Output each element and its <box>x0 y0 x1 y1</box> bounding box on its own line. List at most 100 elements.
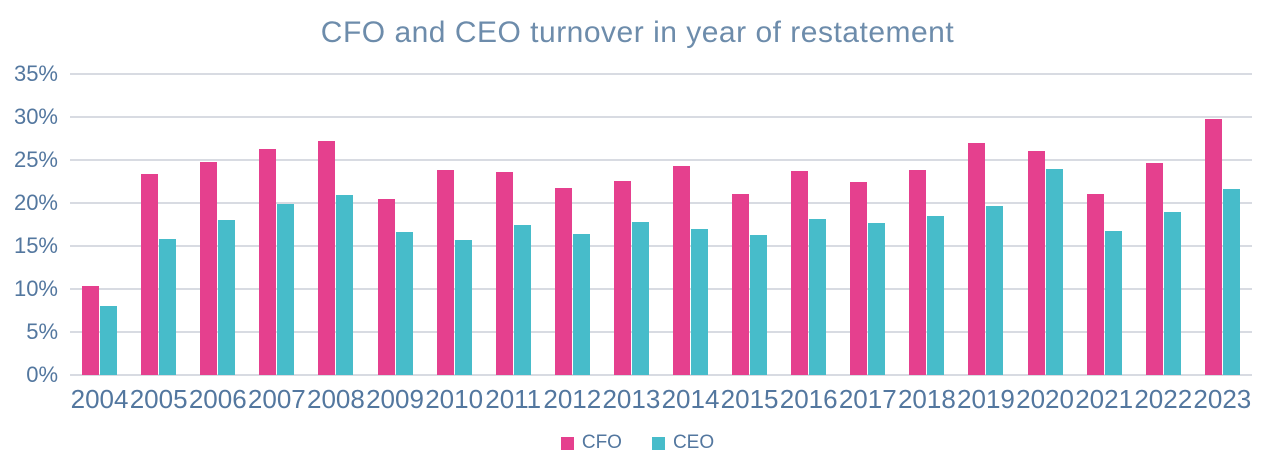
cfo-bar <box>732 194 750 375</box>
cfo-bar <box>82 285 100 375</box>
x-tick-label: 2018 <box>897 384 956 414</box>
gridline <box>70 374 1252 376</box>
cfo-bar <box>1204 118 1222 375</box>
x-tick-label: 2022 <box>1134 384 1193 414</box>
bar-group <box>188 74 247 375</box>
cfo-bar <box>672 166 690 375</box>
ceo-bar <box>159 239 177 375</box>
legend-label-cfo: CFO <box>581 432 622 453</box>
cfo-bar <box>909 170 927 375</box>
ceo-bar <box>927 215 945 375</box>
x-tick-label: 2005 <box>129 384 188 414</box>
x-tick-label: 2006 <box>188 384 247 414</box>
ceo-bar <box>1222 189 1240 375</box>
x-tick-label: 2020 <box>1016 384 1074 414</box>
x-axis: 2004 2005 2006 2007 2008 2009 2010 2011 2012 2013… <box>70 384 1252 415</box>
cfo-bar <box>318 141 336 375</box>
bar-group <box>956 74 1015 375</box>
x-tick-label: 2023 <box>1193 384 1252 414</box>
legend-label-ceo: CEO <box>672 432 715 453</box>
ceo-bar <box>1163 211 1181 375</box>
cfo-bar <box>377 198 395 375</box>
gridline <box>70 159 1252 161</box>
bar-group <box>1016 74 1075 375</box>
y-tick-label: 35% <box>13 61 58 86</box>
ceo-bar <box>690 228 708 375</box>
bar-group <box>779 74 838 375</box>
x-tick-label: 2004 <box>70 384 129 414</box>
cfo-bar <box>791 171 809 375</box>
bar-group <box>661 74 720 375</box>
ceo-bar <box>809 219 827 375</box>
ceo-bar <box>572 234 590 375</box>
cfo-bar <box>1027 151 1045 375</box>
gridline <box>70 331 1252 333</box>
ceo-bar <box>395 232 413 375</box>
legend-item-cfo: CFO <box>560 432 622 454</box>
chart-title: CFO and CEO turnover in year of restatem… <box>320 16 955 49</box>
cfo-bar <box>436 170 454 375</box>
cfo-bar <box>495 172 513 375</box>
bar-group <box>425 74 484 375</box>
cfo-bar <box>968 142 986 375</box>
cfo-bar <box>1145 163 1163 375</box>
bar-group <box>129 74 188 375</box>
bar-group <box>306 74 365 375</box>
y-tick-label: 15% <box>13 233 58 258</box>
ceo-bar <box>100 306 118 375</box>
x-tick-label: 2015 <box>720 384 779 414</box>
cfo-bar <box>554 188 572 375</box>
gridline <box>70 245 1252 247</box>
ceo-bar <box>277 203 295 375</box>
x-tick-label: 2009 <box>366 384 424 414</box>
y-tick-label: 30% <box>13 104 58 129</box>
gridline <box>70 288 1252 290</box>
ceo-bar <box>631 221 649 375</box>
bar-group <box>1193 74 1252 375</box>
gridline <box>70 116 1252 118</box>
bar-group <box>838 74 897 375</box>
cfo-bar <box>1086 194 1104 375</box>
x-tick-label: 2007 <box>247 384 306 414</box>
cfo-bar <box>200 161 218 375</box>
bars-row <box>70 74 1252 375</box>
legend-item-ceo: CEO <box>651 432 715 454</box>
ceo-bar <box>454 240 472 375</box>
cfo-bar <box>613 180 631 375</box>
y-tick-label: 25% <box>13 147 58 172</box>
x-tick-label: 2013 <box>602 384 661 414</box>
ceo-bar <box>868 222 886 375</box>
bar-group <box>1075 74 1134 375</box>
bar-group <box>720 74 779 375</box>
x-tick-label: 2010 <box>425 384 484 414</box>
x-tick-label: 2019 <box>957 384 1015 414</box>
ceo-bar <box>1045 168 1063 375</box>
gridline <box>70 202 1252 204</box>
y-tick-label: 0% <box>26 362 58 387</box>
ceo-bar <box>513 225 531 375</box>
legend-swatch-cfo <box>560 436 574 450</box>
cfo-bar <box>141 173 159 375</box>
x-tick-label: 2021 <box>1075 384 1134 414</box>
y-tick-label: 5% <box>26 319 58 344</box>
cfo-bar <box>850 182 868 375</box>
legend-swatch-ceo <box>651 436 665 450</box>
bar-group <box>897 74 956 375</box>
x-tick-label: 2017 <box>838 384 897 414</box>
bar-group <box>484 74 543 375</box>
cfo-bar <box>259 148 277 375</box>
y-tick-label: 10% <box>13 276 58 301</box>
ceo-bar <box>1104 231 1122 375</box>
y-tick-label: 20% <box>13 190 58 215</box>
ceo-bar <box>218 220 236 375</box>
y-axis: 0% 5% 10% 15% 20% 25% 30% 35% <box>0 61 58 387</box>
bar-group <box>247 74 306 375</box>
ceo-bar <box>986 206 1004 375</box>
x-tick-label: 2011 <box>485 384 542 414</box>
legend: CFO CEO <box>0 432 1275 454</box>
bar-group <box>602 74 661 375</box>
plot-area <box>70 73 1252 376</box>
ceo-bar <box>336 195 354 375</box>
bar-group <box>543 74 602 375</box>
